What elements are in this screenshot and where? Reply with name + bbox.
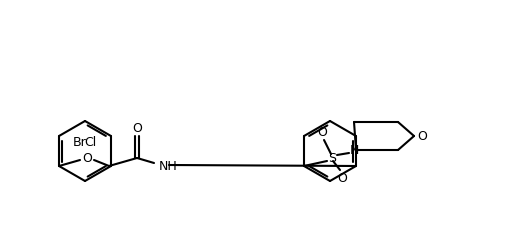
Text: S: S — [328, 152, 336, 165]
Text: O: O — [82, 152, 92, 165]
Text: O: O — [317, 126, 327, 139]
Text: O: O — [132, 122, 142, 135]
Text: Cl: Cl — [85, 136, 97, 149]
Text: O: O — [337, 172, 347, 185]
Text: N: N — [349, 144, 359, 157]
Text: NH: NH — [159, 160, 178, 173]
Text: Br: Br — [73, 136, 87, 149]
Text: O: O — [417, 130, 427, 143]
